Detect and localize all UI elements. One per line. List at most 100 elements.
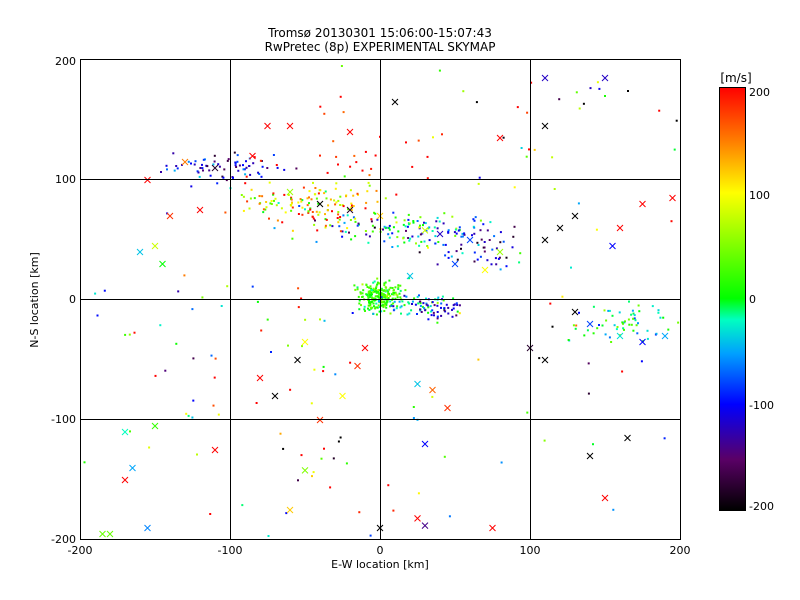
scatter-point (380, 304, 383, 307)
scatter-point (384, 302, 387, 305)
scatter-point (447, 229, 450, 232)
scatter-point (312, 181, 314, 184)
scatter-point (349, 219, 352, 221)
scatter-point (670, 220, 673, 223)
scatter-point (426, 245, 429, 247)
scatter-point (430, 314, 433, 317)
scatter-point (334, 373, 337, 376)
scatter-point (657, 309, 660, 312)
scatter-point (364, 207, 367, 210)
scatter-point (337, 199, 340, 202)
y-tick-label: 0 (69, 293, 76, 306)
scatter-point (427, 306, 430, 309)
scatter-point (354, 288, 357, 291)
scatter-point (434, 235, 437, 238)
scatter-cross (264, 122, 271, 130)
scatter-point (270, 203, 273, 205)
scatter-point (324, 213, 326, 216)
scatter-point (202, 158, 205, 161)
scatter-point (489, 221, 492, 224)
scatter-cross (286, 506, 294, 514)
scatter-point (339, 95, 342, 98)
scatter-point (392, 226, 395, 229)
scatter-point (323, 319, 326, 322)
scatter-point (383, 294, 386, 297)
scatter-point (159, 324, 162, 327)
scatter-point (430, 310, 432, 313)
scatter-point (592, 443, 594, 446)
scatter-point (399, 284, 402, 287)
scatter-point (374, 154, 377, 157)
scatter-point (392, 289, 395, 292)
chart-subtitle: RwPretec (8p) EXPERIMENTAL SKYMAP (265, 40, 496, 54)
scatter-point (561, 295, 564, 298)
scatter-point (442, 299, 445, 302)
scatter-point (407, 237, 410, 239)
scatter-point (369, 302, 372, 305)
scatter-point (268, 217, 270, 220)
scatter-point (387, 291, 390, 294)
scatter-point (380, 289, 383, 292)
scatter-point (423, 307, 426, 310)
scatter-point (209, 513, 212, 515)
scatter-point (312, 471, 315, 474)
scatter-point (242, 195, 245, 198)
scatter-point (493, 235, 496, 238)
scatter-point (375, 287, 377, 290)
scatter-point (454, 234, 457, 237)
scatter-point (388, 288, 391, 291)
scatter-cross (129, 464, 136, 472)
scatter-point (320, 457, 323, 460)
scatter-point (604, 95, 606, 97)
scatter-cross (181, 158, 189, 166)
scatter-point (370, 167, 373, 170)
scatter-point (400, 312, 402, 315)
scatter-point (270, 351, 272, 353)
scatter-point (428, 226, 431, 229)
scatter-point (227, 158, 230, 161)
scatter-point (632, 329, 635, 332)
scatter-point (433, 314, 435, 317)
scatter-point (314, 193, 317, 196)
scatter-point (372, 302, 375, 305)
scatter-point (213, 154, 216, 157)
scatter-point (252, 162, 255, 165)
scatter-point (367, 296, 370, 299)
scatter-point (578, 107, 581, 110)
scatter-point (499, 231, 502, 234)
scatter-point (549, 302, 552, 305)
scatter-point (323, 112, 326, 115)
scatter-point (417, 235, 420, 238)
scatter-point (618, 311, 621, 314)
scatter-point (543, 439, 546, 442)
scatter-point (202, 169, 204, 172)
scatter-point (368, 296, 371, 298)
scatter-point (437, 296, 440, 299)
scatter-point (272, 193, 275, 196)
scatter-point (273, 227, 276, 230)
scatter-point (304, 208, 306, 211)
scatter-point (374, 290, 376, 293)
scatter-point (83, 461, 86, 464)
scatter-point (427, 311, 430, 314)
scatter-point (314, 219, 316, 222)
scatter-point (372, 287, 375, 290)
scatter-point (287, 344, 289, 347)
scatter-point (389, 305, 391, 308)
scatter-point (395, 221, 398, 224)
scatter-point (482, 223, 485, 226)
scatter-point (373, 305, 375, 308)
scatter-point (443, 307, 446, 310)
scatter-point (368, 286, 371, 289)
scatter-point (201, 167, 204, 170)
scatter-point (431, 230, 434, 232)
scatter-point (274, 197, 277, 200)
scatter-point (397, 230, 400, 233)
scatter-point (500, 461, 503, 464)
scatter-point (354, 217, 357, 220)
scatter-point (406, 313, 409, 316)
scatter-point (368, 235, 371, 238)
scatter-point (217, 413, 220, 416)
scatter-point (373, 280, 376, 283)
scatter-point (73, 253, 75, 255)
